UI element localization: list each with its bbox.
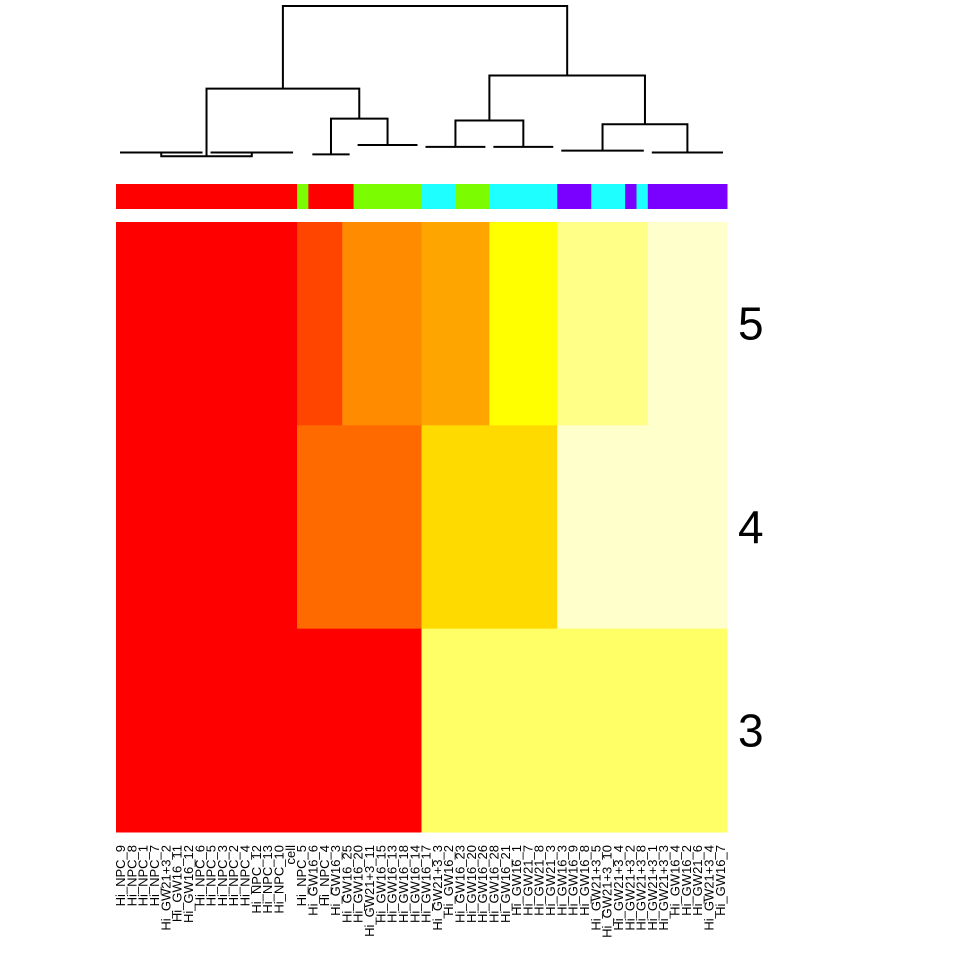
heat-cell-r0-4 [489,222,558,426]
column-label-6: Hi_GW16_12 [181,845,196,923]
column-label-42: Hi_GW21+3_5 [588,845,603,931]
annotation-segment-3 [353,184,422,209]
heat-cell-r1-1 [297,425,422,630]
heat-cell-r2-1 [421,628,728,833]
column-label-30: Hi_GW16_23 [453,845,468,923]
column-label-15: cell [283,845,298,865]
annotation-segment-1 [297,184,309,209]
row-label-4: 4 [738,501,764,553]
column-label-34: Hi_GW16_21 [498,845,513,923]
column-label-33: Hi_GW16_28 [486,845,501,923]
column-label-20: Hi_GW16_25 [339,845,354,923]
column-label-53: Hi_GW16_7 [713,845,728,916]
column-label-19: Hi_GW16_3 [328,845,343,916]
column-labels: Hi_NPC_9Hi_NPC_8Hi_NPC_1Hi_NPC_7Hi_GW21+… [113,845,728,938]
column-label-8: Hi_NPC_5 [204,845,219,906]
column-label-21: Hi_GW16_20 [351,845,366,923]
heat-cell-r0-5 [557,222,649,426]
heat-cell-r1-0 [116,425,298,630]
column-label-43: Hi_GW21+3_10 [600,845,615,938]
heat-cell-r0-0 [116,222,298,426]
dendrogram-merge-2 [454,119,525,147]
dendrogram-merge-3 [601,123,689,153]
column-label-17: Hi_GW16_6 [305,845,320,916]
column-label-23: Hi_GW16_15 [373,845,388,923]
column-label-38: Hi_GW21_3 [543,845,558,916]
heat-cell-r1-2 [421,425,558,630]
column-label-4: Hi_GW21+3_2 [158,845,173,931]
heat-cell-r0-2 [342,222,422,426]
column-label-46: Hi_GW21+3_8 [634,845,649,931]
column-label-28: Hi_GW21+3_3 [430,845,445,931]
column-label-18: Hi_NPC_4 [317,845,332,906]
column-label-49: Hi_GW16_4 [668,845,683,916]
column-label-47: Hi_GW21+3_1 [645,845,660,931]
row-label-3: 3 [738,704,764,756]
dendrogram-merge-4 [205,87,361,157]
column-label-5: Hi_GW16_11 [170,845,185,922]
column-label-31: Hi_GW16_20 [464,845,479,923]
column-label-9: Hi_NPC_3 [215,845,230,906]
dendrogram-merge-5 [488,74,646,125]
column-label-2: Hi_NPC_1 [136,845,151,906]
column-label-26: Hi_GW16_14 [407,845,422,923]
column-label-37: Hi_GW21_8 [532,845,547,916]
column-label-44: Hi_GW21+3_4 [611,845,626,931]
heat-cell-r1-3 [557,425,728,630]
heatmap-body [116,222,728,833]
annotation-segment-8 [591,184,626,209]
column-label-7: Hi_NPC_6 [192,845,207,906]
column-label-25: Hi_GW16_18 [396,845,411,923]
column-label-22: Hi_GW21+3_11 [362,845,377,937]
column-label-48: Hi_GW21+3_3 [656,845,671,931]
annotation-segment-6 [489,184,558,209]
column-label-27: Hi_GW16_17 [419,845,434,923]
column-label-32: Hi_GW16_26 [475,845,490,923]
annotation-segment-2 [308,184,355,209]
column-label-39: Hi_GW16_3 [554,845,569,916]
column-label-51: Hi_GW21_6 [690,845,705,916]
column-label-50: Hi_GW16_2 [679,845,694,916]
heat-cell-r0-6 [647,222,728,426]
heat-cell-r0-3 [421,222,490,426]
column-label-40: Hi_GW16_9 [566,845,581,916]
column-label-13: Hi_NPC_13 [260,845,275,914]
annotation-segment-4 [421,184,456,209]
row-label-5: 5 [738,298,764,350]
annotation-segment-11 [647,184,728,209]
column-label-11: Hi_NPC_4 [238,845,253,906]
column-dendrogram [120,5,723,158]
heat-cell-r2-0 [116,628,422,833]
heat-cell-r0-1 [297,222,343,426]
annotation-segment-9 [625,184,637,209]
row-labels: 5 4 3 [738,298,764,757]
column-label-29: Hi_GW16_2 [441,845,456,916]
column-label-41: Hi_GW16_8 [577,845,592,916]
annotation-segment-7 [557,184,592,209]
column-label-0: Hi_NPC_9 [113,845,128,906]
column-label-52: Hi_GW21+3_4 [701,845,716,931]
column-label-12: Hi_NPC_12 [249,845,264,914]
annotation-segment-10 [636,184,649,209]
annotation-segment-5 [455,184,490,209]
column-label-1: Hi_NPC_8 [124,845,139,906]
dendrogram-merge-6 [281,5,569,89]
column-label-45: Hi_GW21+3_2 [622,845,637,931]
column-label-3: Hi_NPC_7 [147,845,162,906]
column-label-16: Hi_NPC_5 [294,845,309,906]
dendrogram-merge-1 [329,117,389,155]
column-label-36: Hi_GW21_7 [520,845,535,916]
column-label-24: Hi_GW16_13 [385,845,400,923]
annotation-segment-0 [116,184,298,209]
column-label-10: Hi_NPC_2 [226,845,241,906]
column-annotation-bar [116,184,728,209]
column-label-14: Hi_NPC_10 [272,845,287,914]
column-label-35: Hi_GW16_1 [509,845,524,916]
